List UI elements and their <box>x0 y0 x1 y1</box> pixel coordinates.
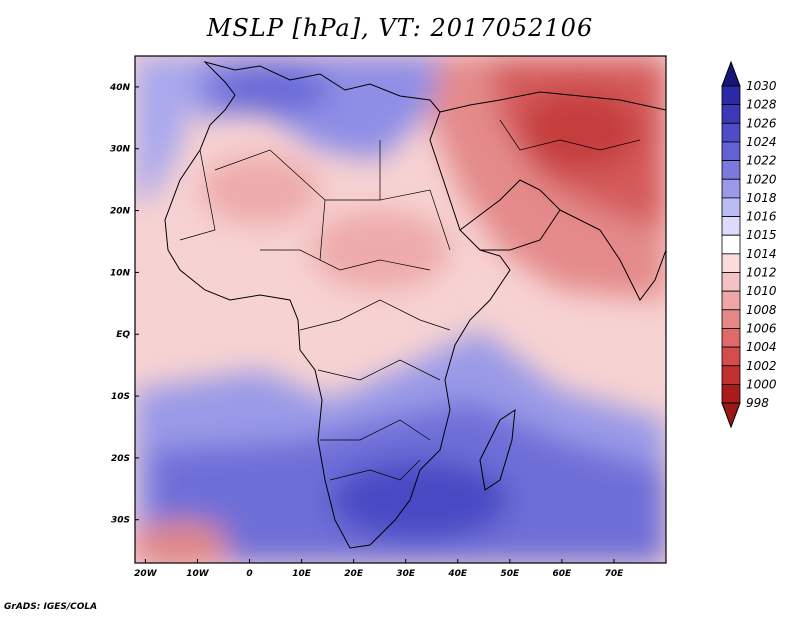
x-axis-ticks: 20W 10W 0 10E 20E 30E 40E 50E 60E 70E <box>134 559 624 579</box>
x-tick-label: 60E <box>553 569 573 579</box>
africa-coastline <box>164 61 511 549</box>
colorbar-label: 1030 <box>746 79 777 93</box>
x-tick-label: 20W <box>134 569 158 579</box>
colorbar-label: 1006 <box>746 321 777 335</box>
colorbar-segment <box>721 272 741 292</box>
colorbar-label: 1000 <box>746 377 777 391</box>
colorbar: 1030 1028 1026 1024 1022 1020 1018 1016 1015 1014… <box>721 60 777 429</box>
x-tick-label: 30E <box>396 569 416 579</box>
colorbar-label: 1012 <box>746 266 777 280</box>
colorbar-segment <box>721 365 741 385</box>
high-pressure-atlantic-north <box>135 56 200 200</box>
colorbar-segment <box>721 234 741 255</box>
colorbar-segment <box>721 216 741 236</box>
colorbar-top-arrow <box>721 60 741 87</box>
colorbar-label: 998 <box>746 396 769 410</box>
low-pressure-sahel <box>310 210 450 290</box>
y-tick-label: 10N <box>110 268 131 278</box>
border-segment <box>179 149 216 241</box>
y-tick-label: 30N <box>110 145 131 155</box>
colorbar-segment <box>721 197 741 217</box>
colorbar-label: 1026 <box>746 116 777 130</box>
colorbar-label: 1008 <box>746 303 777 317</box>
x-tick-label: 50E <box>500 569 520 579</box>
colorbar-label: 1018 <box>746 191 777 205</box>
grads-credit: GrADS: IGES/COLA <box>4 602 98 612</box>
low-pressure-core <box>520 90 640 170</box>
y-tick-label: 30S <box>111 516 130 526</box>
low-pressure-southwest <box>135 520 230 563</box>
map-title: MSLP [hPa], VT: 2017052106 <box>206 14 594 42</box>
x-tick-label: 70E <box>605 569 625 579</box>
map-frame <box>134 55 667 564</box>
colorbar-label: 1014 <box>746 247 777 261</box>
colorbar-segment <box>721 328 741 348</box>
y-tick-label: 20N <box>110 207 131 217</box>
coastlines <box>164 61 666 549</box>
border-segment <box>299 299 451 331</box>
colorbar-segment <box>721 85 741 106</box>
madagascar-coastline <box>479 408 516 491</box>
arabia-coastline <box>459 179 561 251</box>
border-segment <box>214 149 326 261</box>
map-plot-area <box>135 56 666 563</box>
colorbar-segment <box>721 290 741 311</box>
asia-coastline <box>439 91 666 113</box>
border-segment <box>499 119 641 151</box>
y-tick-label: 40N <box>109 83 131 93</box>
colorbar-segment <box>721 160 741 180</box>
colorbar-label: 1020 <box>746 172 777 186</box>
colorbar-bottom-arrow <box>721 402 741 429</box>
colorbar-segment <box>721 253 741 273</box>
colorbar-label: 1028 <box>746 98 777 112</box>
low-pressure-sahara-west <box>200 155 320 225</box>
country-borders <box>179 119 641 481</box>
y-axis-ticks: 40N 30N 20N 10N EQ 10S 20S 30S <box>109 83 139 526</box>
colorbar-segment <box>721 141 741 161</box>
india-coastline <box>559 209 666 301</box>
y-tick-label: 10S <box>111 392 130 402</box>
x-tick-label: 20E <box>344 569 364 579</box>
colorbar-label: 1015 <box>746 228 777 242</box>
colorbar-segment <box>721 178 741 199</box>
colorbar-label: 1002 <box>746 359 777 373</box>
border-segment <box>317 359 441 381</box>
border-segment <box>329 459 421 481</box>
colorbar-segment <box>721 309 741 329</box>
border-segment <box>260 249 431 271</box>
high-pressure-med-core <box>210 65 330 115</box>
high-pressure-south-core <box>330 460 510 540</box>
colorbar-label: 1004 <box>746 340 777 354</box>
colorbar-label: 1022 <box>746 154 777 168</box>
colorbar-segment <box>721 104 741 124</box>
colorbar-segment <box>721 122 741 143</box>
y-tick-label: 20S <box>111 454 130 464</box>
x-tick-label: 40E <box>447 569 468 579</box>
colorbar-label: 1016 <box>746 210 777 224</box>
pressure-field <box>135 56 666 563</box>
border-segment <box>379 189 451 251</box>
colorbar-label: 1024 <box>746 135 777 149</box>
border-segment <box>320 419 431 441</box>
colorbar-segment <box>721 346 741 367</box>
x-tick-label: 10W <box>186 569 210 579</box>
y-tick-label: EQ <box>116 330 130 340</box>
x-tick-label: 0 <box>246 569 252 579</box>
colorbar-segment <box>721 383 741 404</box>
colorbar-label: 1010 <box>746 284 777 298</box>
x-tick-label: 10E <box>292 569 312 579</box>
